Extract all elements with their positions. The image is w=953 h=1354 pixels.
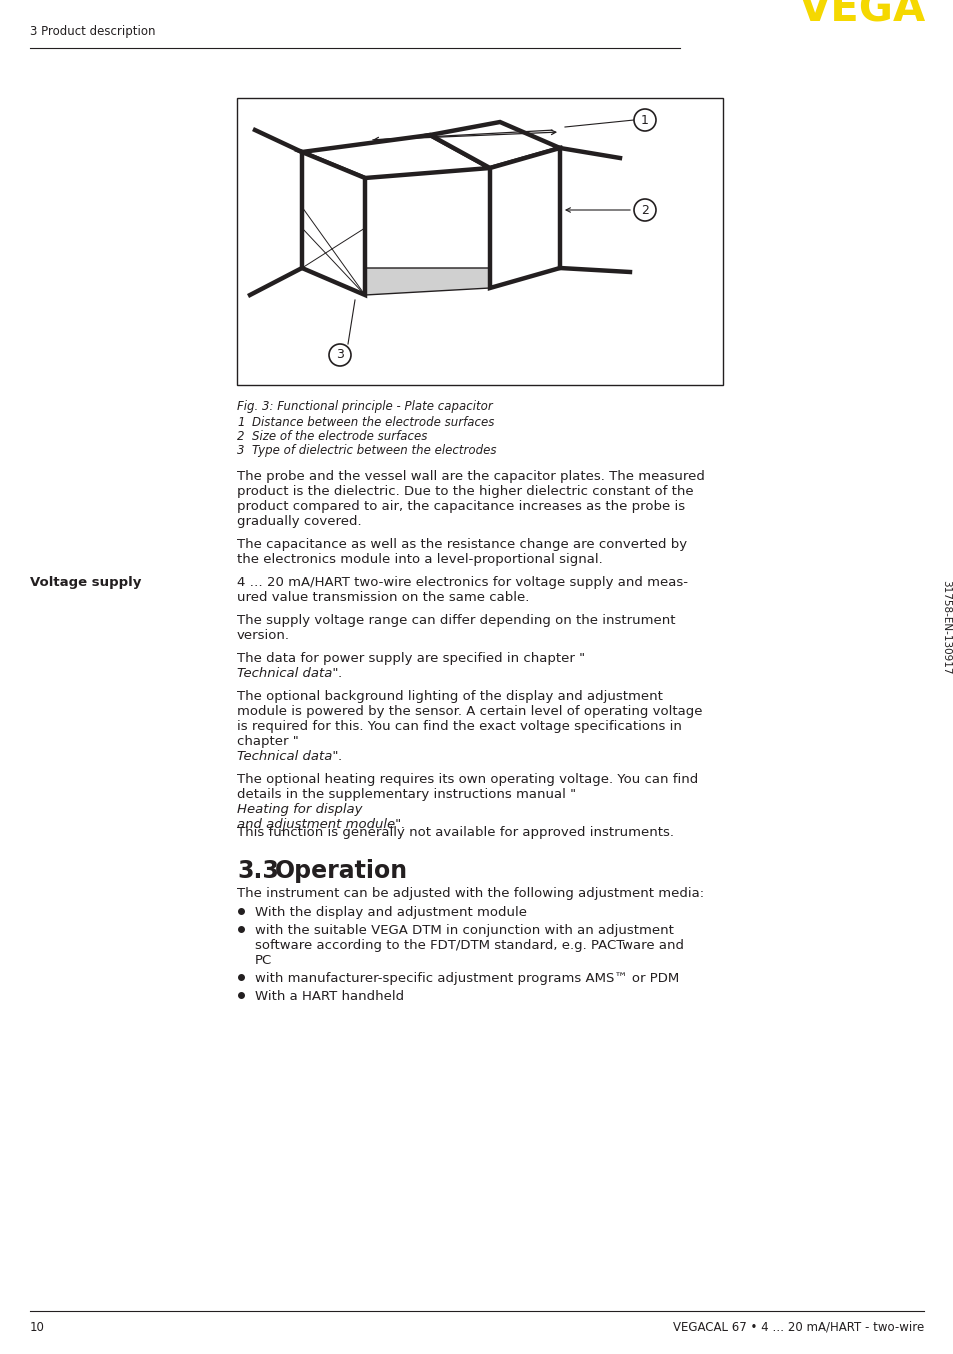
Polygon shape [490, 148, 559, 288]
Circle shape [634, 110, 656, 131]
Text: The optional background lighting of the display and adjustment: The optional background lighting of the … [236, 691, 662, 703]
Text: Voltage supply: Voltage supply [30, 575, 141, 589]
Text: software according to the FDT/DTM standard, e.g. PACTware and: software according to the FDT/DTM standa… [254, 940, 683, 952]
Polygon shape [302, 152, 365, 295]
Text: 31758-EN-130917: 31758-EN-130917 [940, 580, 950, 674]
Text: product is the dielectric. Due to the higher dielectric constant of the: product is the dielectric. Due to the hi… [236, 485, 693, 498]
Text: Distance between the electrode surfaces: Distance between the electrode surfaces [252, 416, 494, 429]
Text: product compared to air, the capacitance increases as the probe is: product compared to air, the capacitance… [236, 500, 684, 513]
Text: Heating for display
and adjustment module".: Heating for display and adjustment modul… [236, 803, 405, 831]
Text: with the suitable VEGA DTM in conjunction with an adjustment: with the suitable VEGA DTM in conjunctio… [254, 923, 673, 937]
Text: PC: PC [254, 955, 272, 967]
Text: The instrument can be adjusted with the following adjustment media:: The instrument can be adjusted with the … [236, 887, 703, 900]
Polygon shape [430, 122, 559, 168]
Text: is required for this. You can find the exact voltage specifications in: is required for this. You can find the e… [236, 720, 681, 733]
Text: The capacitance as well as the resistance change are converted by: The capacitance as well as the resistanc… [236, 538, 686, 551]
Text: chapter ": chapter " [236, 735, 298, 747]
Text: Fig. 3: Functional principle - Plate capacitor: Fig. 3: Functional principle - Plate cap… [236, 399, 493, 413]
Text: 1: 1 [640, 114, 648, 126]
Text: Technical data".: Technical data". [236, 750, 342, 764]
Polygon shape [302, 268, 559, 295]
Text: 4 … 20 mA/HART two-wire electronics for voltage supply and meas-: 4 … 20 mA/HART two-wire electronics for … [236, 575, 687, 589]
Text: Size of the electrode surfaces: Size of the electrode surfaces [252, 431, 427, 443]
Bar [236, 97, 722, 385]
Polygon shape [302, 135, 490, 177]
Text: With the display and adjustment module: With the display and adjustment module [254, 906, 526, 919]
Text: module is powered by the sensor. A certain level of operating voltage: module is powered by the sensor. A certa… [236, 705, 701, 718]
Text: details in the supplementary instructions manual ": details in the supplementary instruction… [236, 788, 576, 802]
Text: Type of dielectric between the electrodes: Type of dielectric between the electrode… [252, 444, 496, 458]
Text: The optional heating requires its own operating voltage. You can find: The optional heating requires its own op… [236, 773, 698, 787]
Circle shape [329, 344, 351, 366]
Text: version.: version. [236, 630, 290, 642]
Text: with manufacturer-specific adjustment programs AMS™ or PDM: with manufacturer-specific adjustment pr… [254, 972, 679, 984]
Text: 1: 1 [236, 416, 244, 429]
Text: VEGACAL 67 • 4 … 20 mA/HART - two-wire: VEGACAL 67 • 4 … 20 mA/HART - two-wire [672, 1322, 923, 1334]
Text: This function is generally not available for approved instruments.: This function is generally not available… [236, 826, 673, 839]
Text: The supply voltage range can differ depending on the instrument: The supply voltage range can differ depe… [236, 613, 675, 627]
Text: 3.3: 3.3 [236, 858, 278, 883]
Text: 3: 3 [236, 444, 244, 458]
Circle shape [634, 199, 656, 221]
Text: 10: 10 [30, 1322, 45, 1334]
Text: With a HART handheld: With a HART handheld [254, 990, 404, 1003]
Text: The probe and the vessel wall are the capacitor plates. The measured: The probe and the vessel wall are the ca… [236, 470, 704, 483]
Text: ured value transmission on the same cable.: ured value transmission on the same cabl… [236, 590, 529, 604]
Text: Operation: Operation [274, 858, 408, 883]
Text: 3 Product description: 3 Product description [30, 24, 155, 38]
Text: the electronics module into a level-proportional signal.: the electronics module into a level-prop… [236, 552, 602, 566]
Polygon shape [302, 207, 365, 295]
Text: Technical data".: Technical data". [236, 668, 342, 680]
Text: 2: 2 [640, 203, 648, 217]
Text: 2: 2 [236, 431, 244, 443]
Text: The data for power supply are specified in chapter ": The data for power supply are specified … [236, 653, 584, 665]
Text: VEGA: VEGA [798, 0, 925, 31]
Text: gradually covered.: gradually covered. [236, 515, 361, 528]
Text: 3: 3 [335, 348, 344, 362]
